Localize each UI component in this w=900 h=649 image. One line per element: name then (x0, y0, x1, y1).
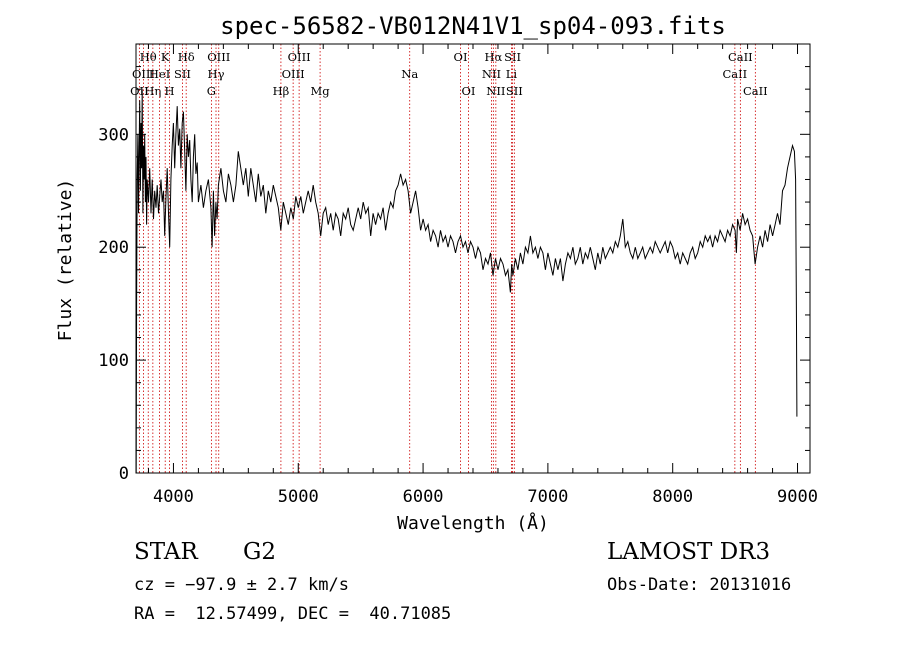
obs-date-text: Obs-Date: 20131016 (607, 575, 792, 595)
line-marker-label: SII (504, 50, 521, 64)
line-marker-label: Hδ (178, 50, 195, 64)
line-marker-label: OIII (282, 67, 305, 81)
line-marker-label: SII (506, 84, 523, 98)
redshift-text: cz = −97.9 ± 2.7 km/s (134, 575, 349, 595)
y-tick-label: 300 (98, 125, 129, 145)
y-tick-label: 0 (119, 464, 129, 484)
x-tick-label: 9000 (777, 487, 818, 507)
y-tick-label: 200 (98, 238, 129, 258)
line-marker-label: G (207, 84, 216, 98)
line-marker-label: HeI (149, 67, 170, 81)
x-tick-label: 8000 (652, 487, 693, 507)
subclass-label: G2 (243, 539, 277, 565)
chart-title: spec-56582-VB012N41V1_sp04-093.fits (220, 12, 726, 40)
y-axis-label: Flux (relative) (55, 179, 76, 342)
line-marker-label: Hα (484, 50, 502, 64)
line-marker-label: SII (174, 67, 191, 81)
line-marker-label: Hη (144, 84, 161, 98)
line-marker-label: H (165, 84, 175, 98)
line-marker-label: OIII (288, 50, 311, 64)
line-marker-label: OIII (132, 67, 155, 81)
line-marker-label: OIII (207, 50, 230, 64)
x-tick-label: 4000 (153, 487, 194, 507)
class-label: STAR (134, 539, 198, 565)
line-marker-label: Hβ (273, 84, 290, 98)
x-axis-label: Wavelength (Å) (397, 512, 549, 534)
line-marker-label: CaII (722, 67, 747, 81)
survey-label: LAMOST DR3 (607, 539, 771, 565)
line-marker-label: OII (130, 84, 149, 98)
x-axis: 4000 5000 6000 7000 8000 9000 (147, 44, 818, 507)
line-marker-label: Li (506, 67, 518, 81)
spectrum-series-line (135, 89, 798, 474)
line-marker-label: NII (482, 67, 501, 81)
coordinates-text: RA = 12.57499, DEC = 40.71085 (134, 604, 452, 624)
line-markers: OII Hθ OIII Hη HeI K H SII Hδ G Hγ OIII Hβ OIII OIII Mg… (130, 44, 768, 473)
line-marker-label: OI (454, 50, 468, 64)
line-marker-label: Mg (311, 84, 331, 98)
x-tick-label: 6000 (403, 487, 444, 507)
x-tick-label: 5000 (278, 487, 319, 507)
line-marker-label: CaII (728, 50, 753, 64)
line-marker-label: OI (462, 84, 476, 98)
y-axis: 0 100 200 300 (98, 66, 810, 484)
line-marker-label: Hθ (140, 50, 157, 64)
line-marker-label: Hγ (208, 67, 225, 81)
y-tick-label: 100 (98, 351, 129, 371)
line-marker-label: K (161, 50, 170, 64)
line-marker-label: CaII (743, 84, 768, 98)
line-marker-label: Na (401, 67, 418, 81)
x-tick-label: 7000 (527, 487, 568, 507)
line-marker-label: NII (486, 84, 505, 98)
plot-frame (135, 43, 811, 474)
